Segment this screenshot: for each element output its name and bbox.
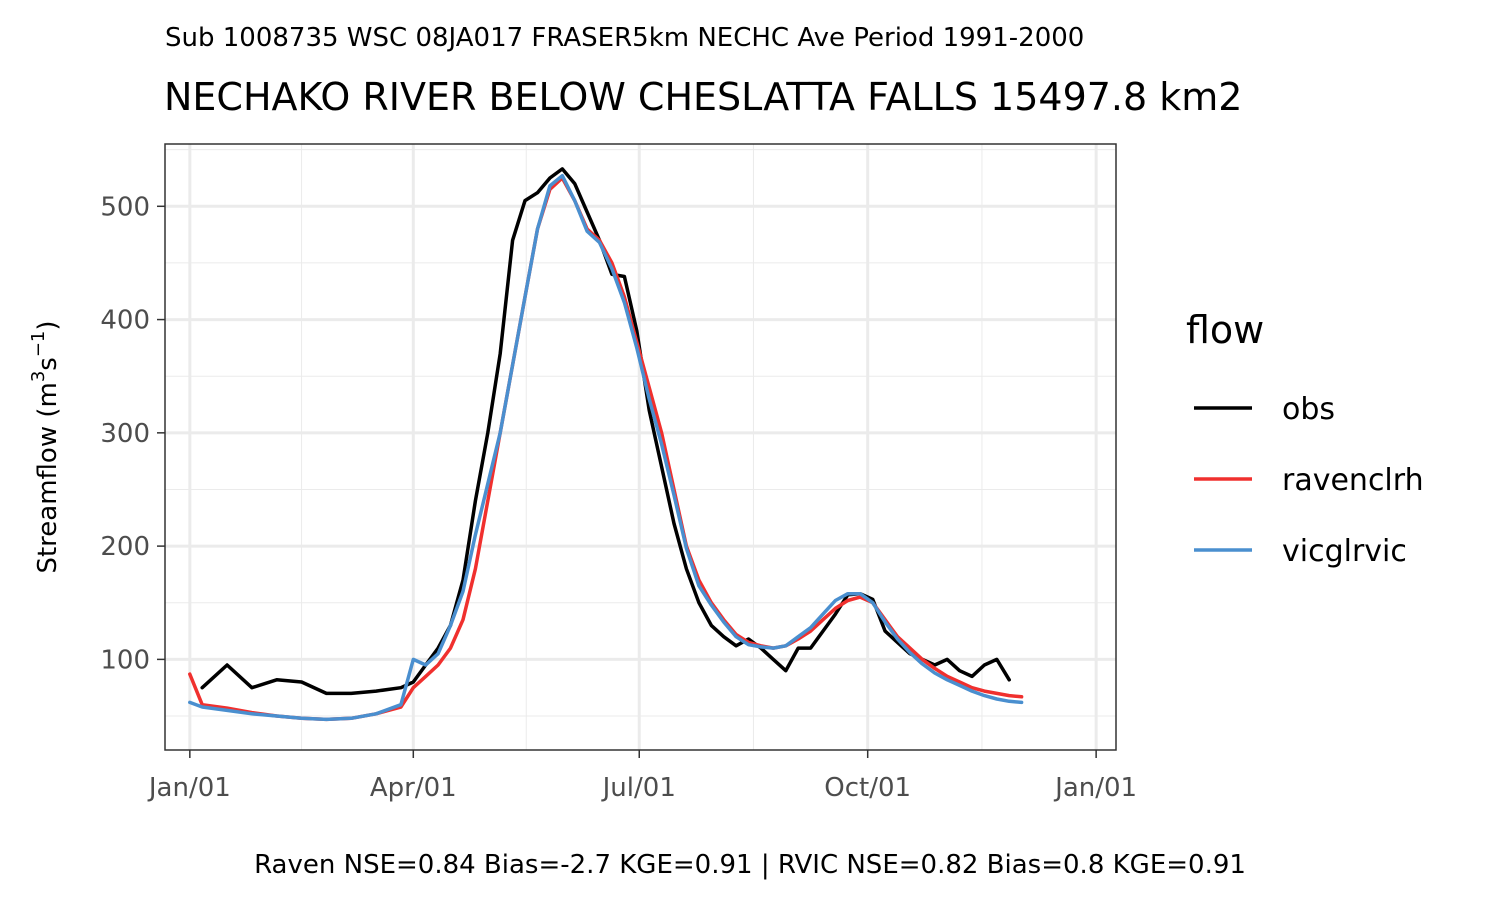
series-line-vicglrvic bbox=[188, 173, 1024, 722]
y-axis-title-prefix: Streamflow (m bbox=[33, 382, 63, 573]
major-gridlines bbox=[165, 144, 1116, 750]
chart-caption: Raven NSE=0.84 Bias=-2.7 KGE=0.91 | RVIC… bbox=[254, 850, 1246, 880]
chart-subtitle: Sub 1008735 WSC 08JA017 FRASER5km NECHC … bbox=[165, 23, 1084, 53]
y-tick-label: 200 bbox=[100, 532, 150, 562]
x-tick-label: Jan/01 bbox=[147, 773, 231, 803]
y-tick-label: 100 bbox=[100, 645, 150, 675]
x-tick-label: Apr/01 bbox=[370, 773, 457, 803]
legend-label-vicglrvic: vicglrvic bbox=[1282, 534, 1407, 569]
series-line-ravenclrh bbox=[188, 176, 1024, 722]
legend-title: flow bbox=[1186, 308, 1264, 352]
y-tick-label: 400 bbox=[100, 306, 150, 336]
series-line-obs bbox=[200, 167, 1011, 696]
x-tick-label: Jan/01 bbox=[1053, 773, 1137, 803]
plot-panel bbox=[164, 143, 1117, 751]
panel-border bbox=[164, 143, 1117, 751]
chart-title: NECHAKO RIVER BELOW CHESLATTA FALLS 1549… bbox=[164, 75, 1242, 119]
y-axis-title-mid: s bbox=[33, 357, 63, 371]
y-axis-title: Streamflow (m3s−1) bbox=[28, 320, 63, 573]
legend-label-ravenclrh: ravenclrh bbox=[1282, 463, 1424, 498]
x-tick-label: Jul/01 bbox=[601, 773, 676, 803]
legend-label-obs: obs bbox=[1282, 392, 1335, 427]
legend: flow obs ravenclrh vicglrvic bbox=[1186, 308, 1424, 569]
x-axis: Jan/01 Apr/01 Jul/01 Oct/01 Jan/01 bbox=[147, 750, 1137, 803]
series-lines bbox=[188, 167, 1024, 722]
y-axis: 100 200 300 400 500 bbox=[100, 192, 165, 675]
y-axis-title-suffix: ) bbox=[33, 320, 63, 330]
x-tick-label: Oct/01 bbox=[824, 773, 911, 803]
y-tick-label: 500 bbox=[100, 192, 150, 222]
y-tick-label: 300 bbox=[100, 419, 150, 449]
y-axis-title-sup1: 3 bbox=[28, 371, 49, 382]
y-axis-title-sup2: −1 bbox=[28, 331, 49, 358]
